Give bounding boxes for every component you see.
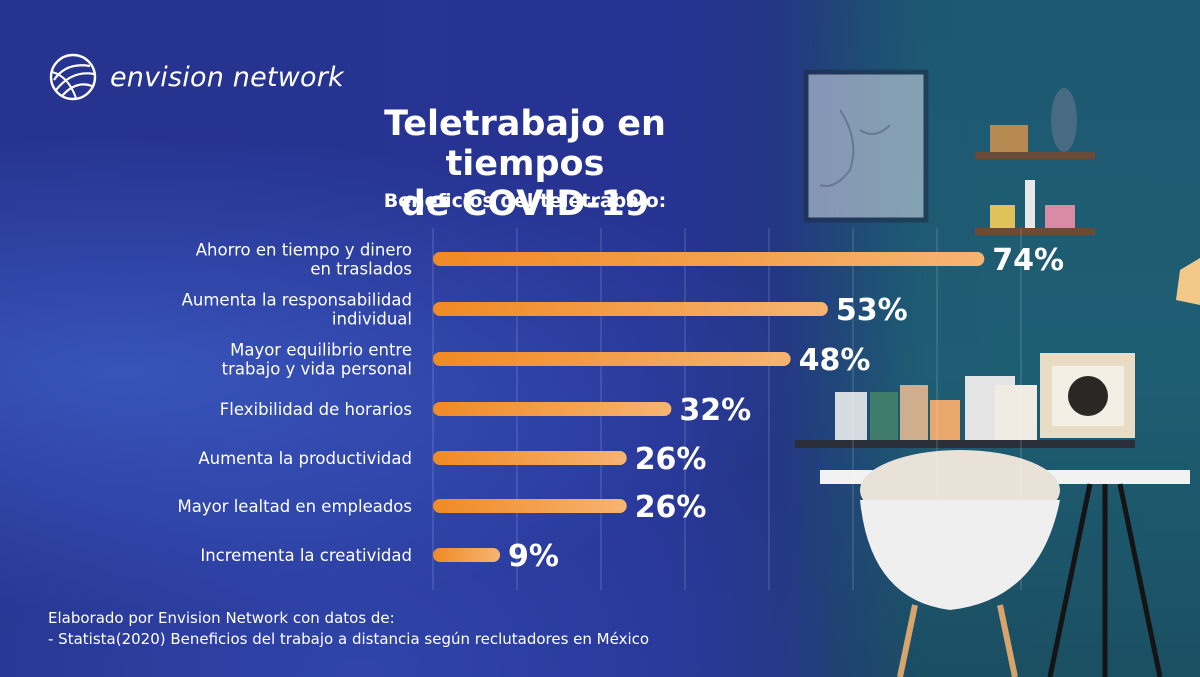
chart-gridlines [432,228,1022,590]
bar [433,352,791,366]
category-label: Mayor equilibrio entre trabajo y vida per… [222,341,412,379]
value-label: 26% [635,442,707,477]
value-label: 53% [836,293,908,328]
bar [433,499,627,513]
brand-name: envision network [110,61,344,93]
brand-logo: envision network [46,50,344,104]
chart-subtitle: Beneficios del teletrabajo: [383,190,667,212]
category-label: Ahorro en tiempo y dinero en traslados [196,241,412,279]
value-label: 32% [679,393,751,428]
chart-bars [433,252,985,562]
value-label: 26% [635,490,707,525]
globe-swirl-icon [49,53,97,101]
bar [433,451,627,465]
bar [433,302,828,316]
bar [433,548,501,562]
bar [433,252,985,266]
chart-title: Teletrabajo en tiempos de COVID-19 [330,104,720,224]
category-label: Aumenta la responsabilidad individual [182,291,412,329]
source-note: Elaborado por Envision Network con datos… [48,608,649,650]
category-label: Aumenta la productividad [198,449,412,468]
chart-title-line1: Teletrabajo en tiempos [384,104,666,184]
source-line-1: Elaborado por Envision Network con datos… [48,609,395,627]
chart-category-labels: Ahorro en tiempo y dinero en traslados Aum… [177,241,412,566]
bar [433,402,672,416]
chart-title-line2: de COVID-19 [400,184,650,224]
category-label: Flexibilidad de horarios [220,400,412,419]
value-label: 48% [799,343,871,378]
source-line-2: - Statista(2020) Beneficios del trabajo … [48,630,650,648]
category-label: Mayor lealtad en empleados [177,497,412,516]
category-label: Incrementa la creatividad [200,546,412,565]
chart-value-labels: 74% 53% 48% 32% 26% 26% 9% [508,243,1064,574]
value-label: 9% [508,539,559,574]
value-label: 74% [992,243,1064,278]
